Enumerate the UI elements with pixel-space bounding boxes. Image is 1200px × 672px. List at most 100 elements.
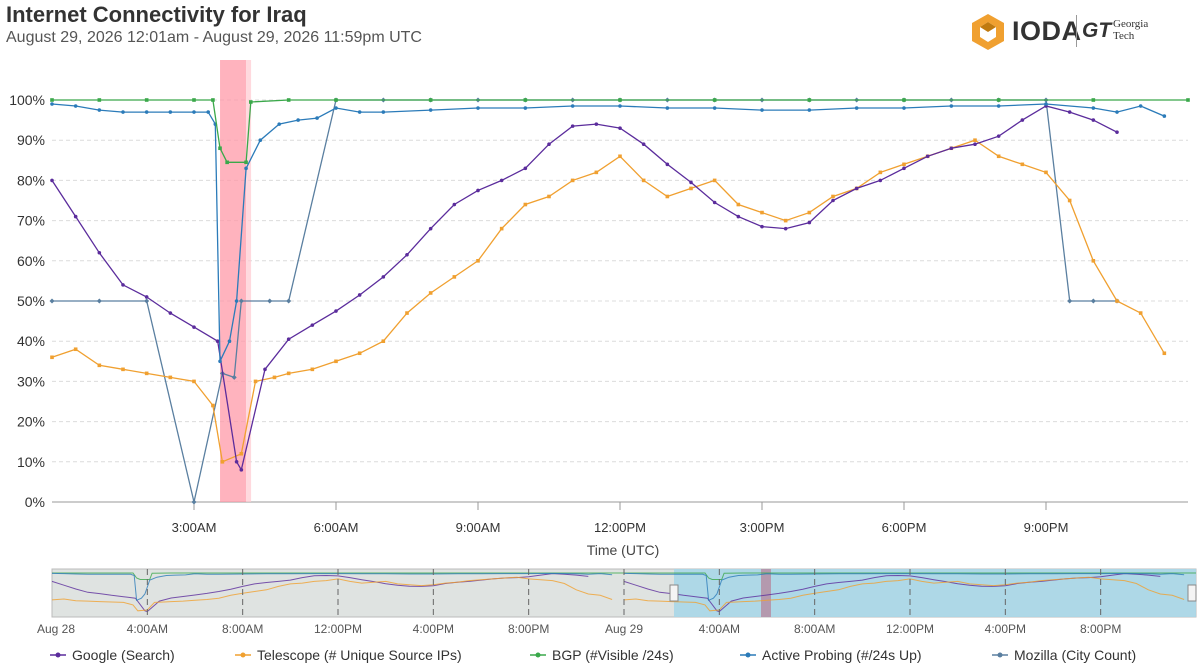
series-point [192,98,196,102]
series-point [807,98,812,102]
series-point [641,178,646,183]
series-point [1044,170,1048,175]
legend-item: BGP (#Visible /24s) [530,647,674,663]
series-point [736,202,741,207]
y-tick-label: 80% [17,172,45,188]
series-point [121,110,125,114]
series-point [570,124,575,128]
series-point [499,226,504,231]
outage-band [220,60,252,502]
series-point [499,178,504,183]
series-0 [50,104,1119,472]
series-point [760,108,764,112]
series-point [405,252,409,257]
series-point [973,142,977,147]
y-axis: 0% 10% 20% 30% 40% 50% 60% 70% 80% 90% 100% [9,92,45,510]
series-point [902,106,906,110]
series-point [712,106,717,110]
series-point [1090,298,1096,304]
series-point [73,214,78,219]
series-point [523,202,528,207]
series-point [168,311,173,315]
series-point [357,293,362,297]
series-point [902,166,906,171]
series-point [192,325,196,329]
y-tick-label: 10% [17,454,45,470]
x-tick-label: 6:00PM [882,520,927,535]
series-point [523,166,528,171]
series-point [1091,259,1096,263]
series-point [97,108,102,112]
series-point [144,298,150,304]
series-point [878,170,883,175]
navigator-tick-label: 8:00PM [508,622,549,636]
series-point [712,98,717,102]
ioda-hexagon-icon [972,14,1004,50]
series-point [476,259,480,263]
series-point [121,283,125,287]
series-point [476,188,480,193]
series-point [218,359,222,364]
series-point [286,371,291,376]
series-point [267,298,273,304]
logo-divider [1076,15,1077,47]
series-point [191,499,197,505]
series-point [97,363,102,368]
series-point [249,100,253,104]
series-point [211,98,215,102]
gt-line1: Georgia [1113,18,1149,30]
page-title: Internet Connectivity for Iraq [6,2,307,27]
series-point [523,106,528,110]
series-1 [50,138,1167,464]
series-point [73,104,78,108]
series-point [1067,110,1072,114]
series-point [712,200,717,205]
navigator-tick-label: Aug 28 [37,622,75,636]
navigator-tick-label: 4:00AM [699,622,740,636]
y-tick-label: 30% [17,373,45,389]
series-point [570,104,575,108]
legend-item: Telescope (# Unique Source IPs) [235,647,462,663]
ioda-logo: IODA GT Georgia Tech [968,12,1188,52]
series-point [760,210,764,215]
series-line [51,103,1165,362]
legend-swatch-marker [240,652,246,658]
legend-label: Telescope (# Unique Source IPs) [257,647,462,663]
series-point [1115,110,1119,114]
x-tick-label: 12:00PM [594,520,646,535]
series-point [238,298,244,304]
series-point [144,98,149,102]
navigator-tick-label: 4:00PM [413,622,454,636]
legend-label: BGP (#Visible /24s) [552,647,674,663]
x-tick-label: 9:00PM [1024,520,1069,535]
series-point [220,460,225,464]
series-point [277,122,282,126]
series-point [1138,311,1143,315]
series-point [263,367,267,372]
series-point [428,291,433,295]
series-point [523,98,528,102]
series-point [712,178,717,183]
series-point [1067,198,1072,203]
chart-series [49,97,1190,505]
series-point [452,202,457,207]
series-point [689,186,693,191]
series-point [641,142,646,147]
ioda-logo-text: IODA [1012,16,1082,46]
y-tick-label: 50% [17,293,45,309]
series-point [783,218,788,223]
series-point [381,110,386,114]
navigator-handle [669,584,679,602]
georgia-tech-text: Georgia Tech [1113,18,1148,42]
series-point [334,359,338,364]
series-3 [50,102,1167,364]
series-point [286,298,292,304]
series-point [452,275,457,279]
legend-label: Active Probing (#/24s Up) [762,647,922,663]
series-point [121,367,125,372]
series-point [1186,98,1190,102]
series-point [736,214,741,219]
series-point [258,138,263,142]
series-point [144,295,149,299]
